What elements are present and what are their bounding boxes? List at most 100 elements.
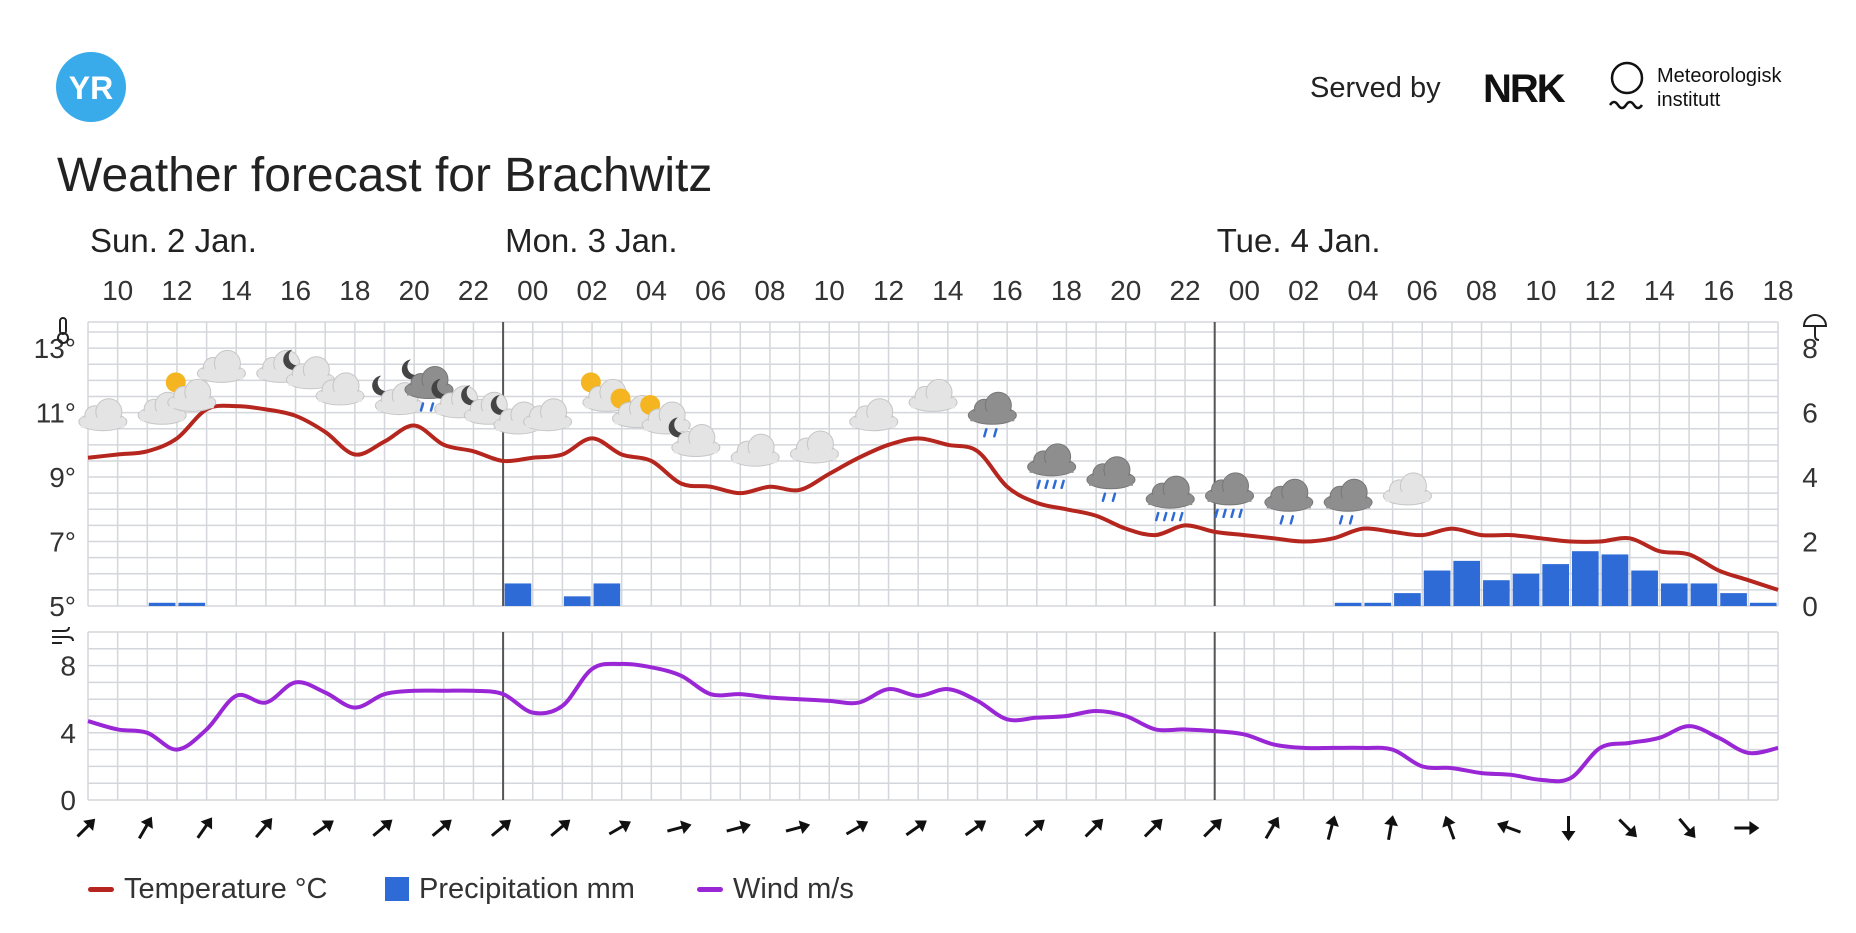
precipitation-bar <box>1394 593 1421 606</box>
raindrop-part <box>1238 508 1243 519</box>
precipitation-tick-label: 2 <box>1802 527 1818 558</box>
wind-line <box>87 661 1779 784</box>
moon-part <box>668 417 688 438</box>
raindrop-part <box>993 428 998 438</box>
arrow-head <box>680 820 692 834</box>
temperature-tick-label: 5° <box>49 591 76 622</box>
weather-symbol-cloudy-icon <box>196 349 246 383</box>
x-tick-label: 18 <box>339 275 370 306</box>
cloud-part <box>614 414 659 425</box>
raindrop-part <box>419 402 425 412</box>
legend-item-temperature[interactable]: Temperature °C <box>88 872 327 906</box>
cloud-part <box>258 369 303 380</box>
raindrop-part <box>1348 515 1354 525</box>
precipitation-bar <box>1334 602 1362 606</box>
raindrop-part <box>983 428 988 438</box>
raindrop-part <box>429 402 435 412</box>
temperature-tick-label: 7° <box>49 527 76 558</box>
weather-symbol-cloudy-icon <box>908 378 958 412</box>
wind-direction-arrow-icon <box>785 820 811 834</box>
wind-direction-arrow-icon <box>1084 818 1104 838</box>
cloud-part <box>851 417 896 428</box>
moon-part <box>490 394 510 415</box>
met-logo-wave-icon <box>1608 100 1644 110</box>
legend-swatch-wind <box>697 886 723 892</box>
yr-logo-circle <box>56 52 126 122</box>
arrow-head <box>914 820 927 833</box>
legend-item-precipitation[interactable]: Precipitation mm <box>385 872 635 906</box>
arrow-head <box>260 818 273 831</box>
arrow-head <box>798 820 811 834</box>
met-logo-line1: Meteorologisk <box>1657 65 1783 87</box>
weather-symbol-fair-day-icon <box>640 394 691 435</box>
wind-direction-arrow-icon <box>1496 820 1521 834</box>
arrow-head <box>439 819 452 832</box>
moon-part <box>372 375 392 396</box>
legend-label-precipitation: Precipitation mm <box>419 872 635 905</box>
nrk-logo[interactable]: NRK <box>1483 66 1579 106</box>
wind-direction-arrow-icon <box>1143 818 1163 838</box>
wind-tick-label: 8 <box>60 651 76 682</box>
precipitation-bar <box>148 602 176 606</box>
precipitation-tick-label: 4 <box>1802 462 1818 493</box>
legend-label-temperature: Temperature °C <box>124 872 328 905</box>
weather-symbol-rain-icon <box>1086 456 1136 502</box>
x-tick-label: 04 <box>636 275 667 306</box>
arrow-head <box>1325 815 1339 827</box>
moon-part <box>283 349 303 370</box>
x-tick-label: 10 <box>814 275 845 306</box>
yr-logo[interactable]: YR <box>56 52 126 122</box>
arrow-head <box>1683 825 1696 838</box>
moon-part <box>431 378 451 399</box>
raindrop-part <box>1170 511 1176 522</box>
arrow-head <box>83 818 96 831</box>
wind-direction-arrow-icon <box>1384 815 1399 841</box>
cloud-part <box>318 391 363 402</box>
temperature-tick-label: 9° <box>49 462 76 493</box>
precipitation-tick-label: 8 <box>1802 333 1818 364</box>
cloud-part <box>406 385 451 396</box>
x-tick-label: 16 <box>992 275 1023 306</box>
x-tick-label: 02 <box>576 275 607 306</box>
wind-direction-arrow-icon <box>1264 816 1280 840</box>
arrow-head <box>200 817 213 830</box>
wind-direction-arrow-icon <box>76 818 96 838</box>
wind-direction-arrows <box>76 815 1760 841</box>
precipitation-bar <box>1453 560 1481 606</box>
arrow-head <box>1496 820 1509 834</box>
precipitation-bar <box>1660 583 1688 606</box>
wind-direction-arrow-icon <box>372 819 393 837</box>
cloud-part <box>1207 491 1252 502</box>
raindrop-part <box>1111 492 1117 502</box>
weather-symbol-cloudy-icon <box>523 398 573 432</box>
arrow-head <box>973 820 987 833</box>
weather-symbol-rain-icon <box>1264 478 1314 525</box>
cloud-part <box>169 398 214 409</box>
precipitation-bar <box>1483 580 1510 606</box>
raindrop-part <box>1230 508 1235 519</box>
wind-tick-label: 0 <box>60 785 76 816</box>
wind-direction-arrow-icon <box>667 820 692 834</box>
cloud-part <box>495 420 540 431</box>
nrk-logo-text: NRK <box>1483 67 1566 106</box>
cloud-part <box>377 401 422 412</box>
x-tick-label: 10 <box>1525 275 1556 306</box>
raindrop-part <box>1154 511 1160 522</box>
x-tick-label: 18 <box>1762 275 1793 306</box>
wind-direction-arrow-icon <box>1734 821 1760 835</box>
x-tick-label: 08 <box>754 275 785 306</box>
x-tick-label: 16 <box>280 275 311 306</box>
cloud-part <box>970 411 1015 422</box>
cloud-part <box>140 411 185 422</box>
weather-symbol-heavy-rain-icon <box>1145 475 1195 522</box>
moon-part <box>461 385 481 406</box>
met-institute-logo[interactable]: Meteorologisk institutt <box>1605 60 1805 120</box>
precipitation-bar <box>178 602 206 606</box>
legend-item-wind[interactable]: Wind m/s <box>697 872 854 906</box>
wind-direction-arrow-icon <box>1561 816 1576 841</box>
series-lines <box>87 403 1779 784</box>
arrow-head <box>321 820 334 833</box>
day-separators <box>502 322 1216 800</box>
x-tick-label: 22 <box>458 275 489 306</box>
